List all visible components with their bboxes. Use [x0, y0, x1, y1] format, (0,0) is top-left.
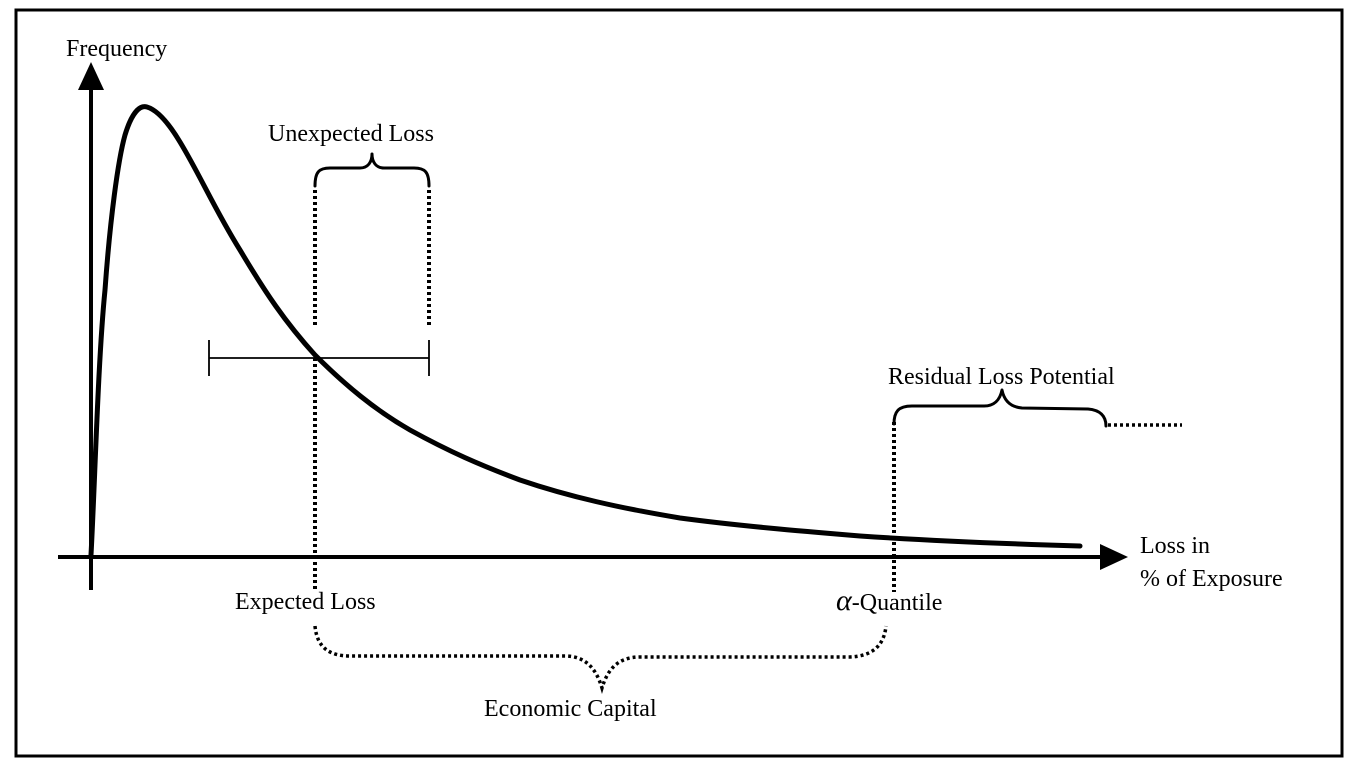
y-axis-arrowhead	[78, 62, 104, 90]
y-axis-label: Frequency	[66, 36, 167, 62]
economic-capital-brace	[313, 625, 888, 695]
residual-loss-brace	[892, 388, 1108, 428]
unexpected-loss-brace	[313, 152, 431, 188]
x-axis-label-line1: Loss in	[1140, 533, 1210, 559]
unexpected-loss-label: Unexpected Loss	[268, 121, 434, 147]
residual-loss-potential-label: Residual Loss Potential	[888, 364, 1115, 390]
x-axis-label-line2: % of Exposure	[1140, 566, 1283, 592]
x-axis-arrowhead	[1100, 544, 1128, 570]
economic-capital-label: Economic Capital	[484, 696, 657, 722]
alpha-symbol: α	[836, 584, 853, 617]
figure-frame	[14, 8, 1344, 758]
loss-distribution-curve	[88, 104, 1083, 558]
expected-loss-label: Expected Loss	[235, 589, 376, 615]
quantile-text: -Quantile	[852, 590, 943, 616]
alpha-quantile-label: α-Quantile	[836, 584, 942, 617]
